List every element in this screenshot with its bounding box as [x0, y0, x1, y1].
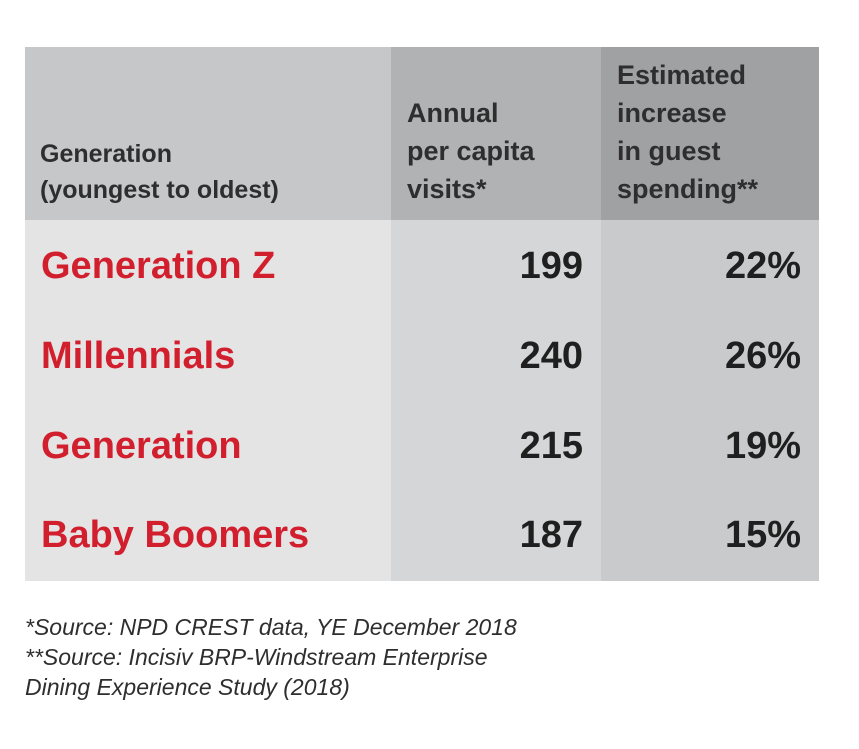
table-row: Millennials 240 26% — [25, 326, 819, 386]
visits-cell: 199 — [519, 245, 583, 287]
generation-cell: Baby Boomers — [41, 514, 310, 556]
footnote-npd-source: *Source: NPD CREST data, YE December 201… — [25, 614, 517, 640]
visits-cell: 215 — [519, 425, 583, 467]
spending-cell: 22% — [724, 245, 801, 287]
footnote-incisiv-source: **Source: Incisiv BRP-Windstream Enterpr… — [25, 644, 488, 670]
footnote-incisiv-study: Dining Experience Study (2018) — [25, 674, 350, 700]
visits-column: Annual per capita visits* — [391, 47, 601, 581]
generation-cell: Generation Z — [41, 245, 276, 287]
spending-header: Estimated increase in guest spending** — [617, 60, 759, 204]
table-row: Generation Z 199 22% — [25, 236, 819, 296]
generation-table: Generation (youngest to oldest) Annual p… — [25, 47, 819, 581]
spending-header-cell: Estimated increase in guest spending** — [601, 47, 819, 220]
visits-cell: 240 — [519, 335, 583, 377]
generation-column-body — [25, 220, 391, 581]
spending-cell: 15% — [724, 514, 801, 556]
generation-cell: Generation — [41, 425, 242, 467]
generation-header-cell: Generation (youngest to oldest) — [25, 47, 391, 220]
table-row: Generation 215 19% — [25, 416, 819, 476]
spending-column-body — [601, 220, 819, 581]
generation-cell: Millennials — [41, 335, 236, 377]
generation-header: Generation (youngest to oldest) — [40, 140, 279, 204]
spending-cell: 19% — [724, 425, 801, 467]
visits-header-cell: Annual per capita visits* — [391, 47, 601, 220]
visits-cell: 187 — [519, 514, 583, 556]
generation-column: Generation (youngest to oldest) — [25, 47, 391, 581]
spending-column: Estimated increase in guest spending** — [601, 47, 819, 581]
table-body: Generation Z 199 22% Millennials 240 26%… — [25, 220, 819, 581]
spending-cell: 26% — [724, 335, 801, 377]
table-row: Baby Boomers 187 15% — [25, 505, 819, 565]
visits-column-body — [391, 220, 601, 581]
footnotes: *Source: NPD CREST data, YE December 201… — [25, 612, 825, 702]
visits-header: Annual per capita visits* — [407, 98, 535, 204]
